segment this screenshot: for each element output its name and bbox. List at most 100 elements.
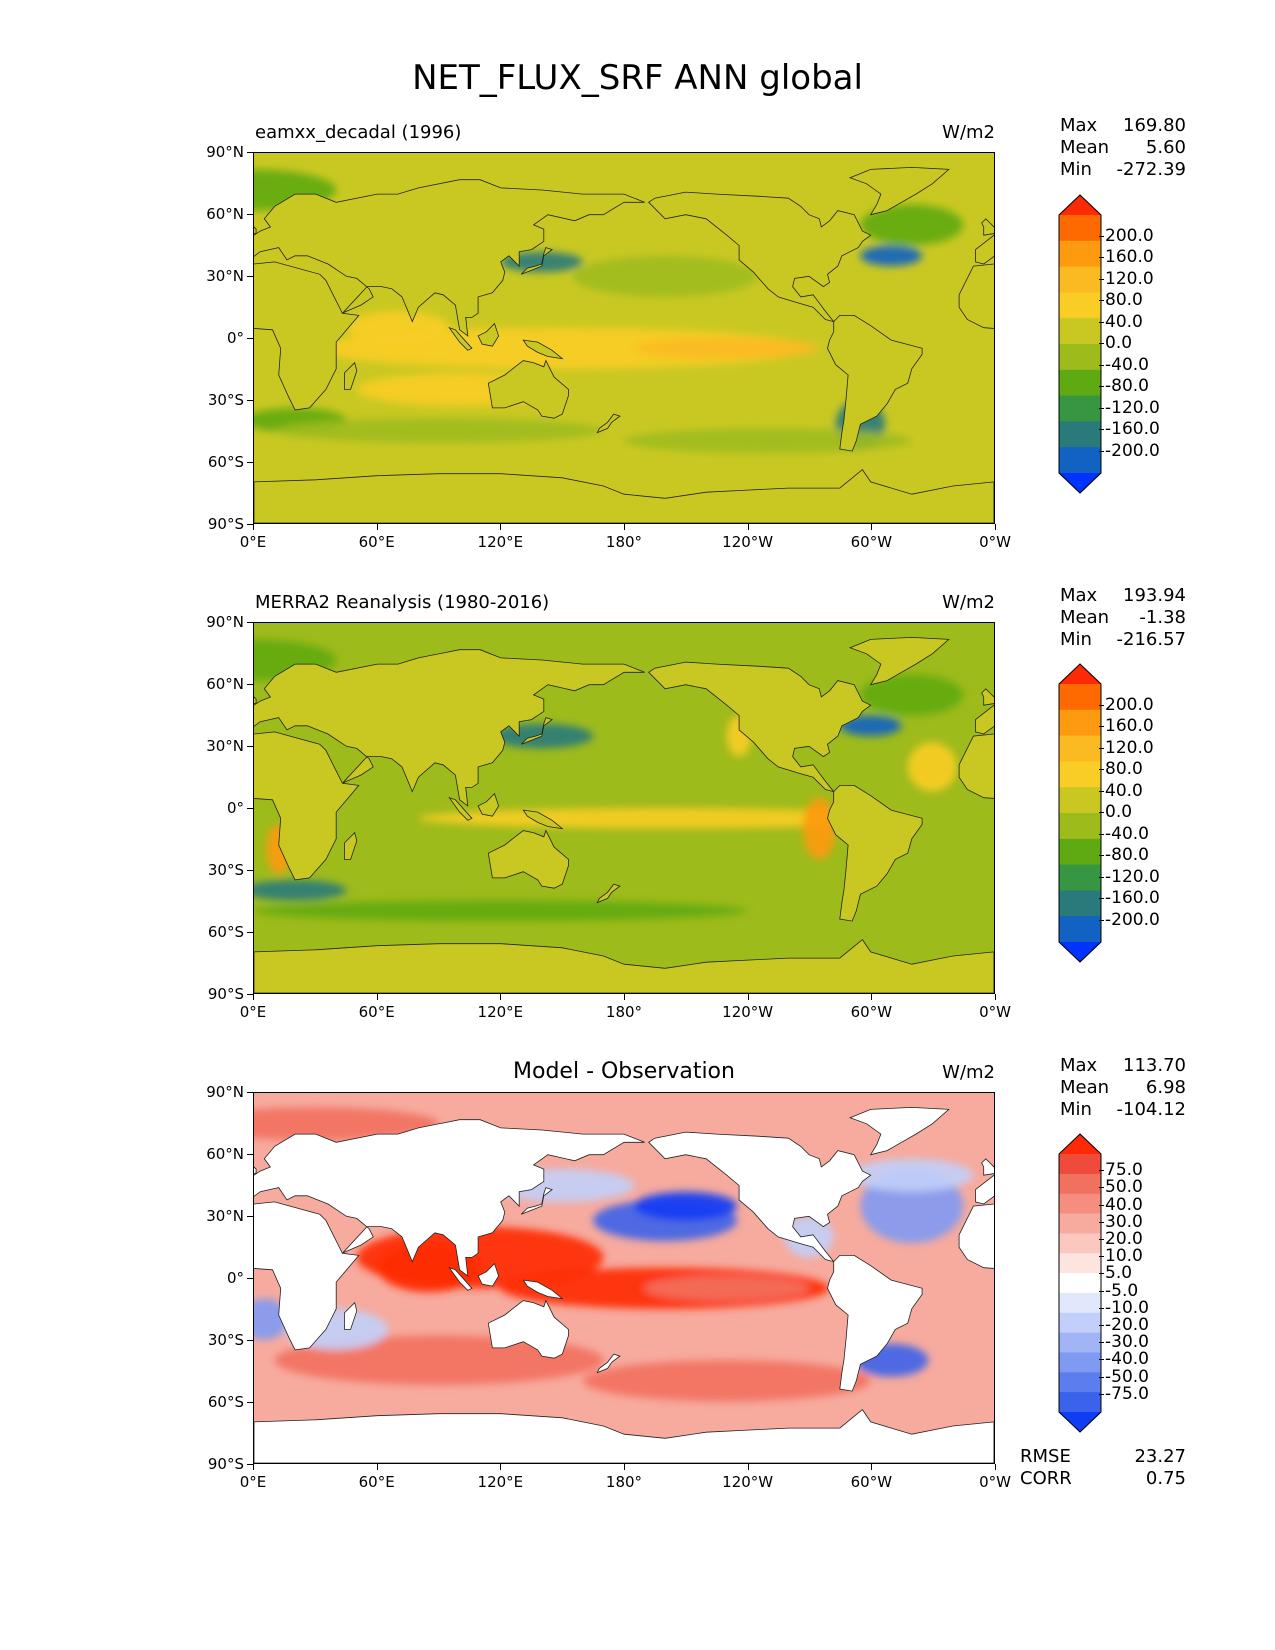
field-anomaly	[254, 879, 347, 901]
lat-tick	[247, 400, 253, 401]
colorbar-label: -5.0	[1105, 1280, 1139, 1301]
field-anomaly	[377, 1243, 481, 1293]
colorbar-label: -80.0	[1105, 845, 1149, 865]
stat-value: 5.60	[1145, 137, 1186, 158]
landmass-greenland	[848, 166, 950, 216]
colorbar-segment	[1059, 1332, 1101, 1353]
colorbar-tick	[1099, 1187, 1104, 1189]
colorbar-segment	[1059, 1173, 1101, 1195]
lat-label: 0°	[226, 1269, 244, 1287]
colorbar-segment	[1059, 1292, 1101, 1314]
colorbar-tick	[1099, 364, 1104, 366]
colorbar-segment	[1059, 684, 1101, 711]
panel-title: Model - Observation	[513, 1059, 735, 1084]
landmass-borneo	[477, 1262, 500, 1287]
field-anomaly	[860, 204, 964, 246]
colorbar-tick	[1099, 1325, 1104, 1326]
field-anomaly	[802, 797, 836, 860]
landmass-namerica	[648, 661, 872, 793]
stat-label: Mean	[1060, 1077, 1110, 1098]
stat-row: Min -216.57	[1060, 629, 1186, 651]
lat-tick	[247, 1092, 253, 1093]
lon-tick	[871, 994, 873, 1000]
field-anomaly	[850, 1158, 974, 1192]
colorbar-tick	[1099, 1307, 1104, 1309]
error-stat-label: CORR	[1020, 1468, 1072, 1489]
field-anomaly	[634, 338, 820, 359]
lon-tick	[376, 994, 378, 1000]
colorbar-label: 5.0	[1105, 1263, 1133, 1284]
lat-label: 30°S	[207, 861, 244, 879]
lat-tick	[247, 214, 253, 215]
lon-label: 60°W	[850, 533, 893, 551]
lat-tick	[247, 524, 253, 525]
colorbar-label: -40.0	[1105, 823, 1149, 844]
stat-label: Max	[1060, 1055, 1098, 1076]
landmass-uk	[254, 1166, 257, 1174]
colorbar-tick	[1099, 235, 1104, 237]
field-anomaly	[582, 1360, 871, 1402]
lon-tick	[253, 994, 254, 1000]
colorbar-tick	[1099, 386, 1104, 387]
colorbar-label: 0.0	[1105, 333, 1133, 353]
colorbar-segment	[1059, 1352, 1101, 1373]
lat-label: 60°N	[206, 675, 244, 693]
lon-tick	[500, 524, 502, 530]
field-anomaly	[500, 251, 583, 273]
lon-tick	[500, 1464, 502, 1470]
colorbar-extend-max	[1059, 195, 1101, 215]
stat-row: Min -272.39	[1060, 159, 1186, 181]
colorbar-tick	[1099, 1239, 1104, 1240]
colorbar-label: 200.0	[1105, 225, 1154, 246]
field-anomaly	[860, 245, 923, 267]
landmass-sumatra	[448, 1266, 473, 1291]
field-anomaly	[254, 1107, 439, 1141]
lat-label: 0°	[226, 329, 244, 347]
colorbar-tick	[1099, 769, 1104, 770]
landmass-antarctica	[254, 939, 994, 993]
units-label: W/m2	[942, 122, 995, 143]
colorbar-segment	[1059, 1213, 1101, 1234]
colorbar-label: 50.0	[1105, 1177, 1143, 1198]
map-field	[254, 153, 994, 523]
colorbar-segment	[1059, 395, 1101, 422]
colorbar-tick	[1099, 855, 1104, 856]
colorbar-segment	[1059, 838, 1101, 866]
landmass-eurasia	[975, 704, 994, 735]
stat-value: 193.94	[1123, 585, 1186, 606]
landmass-newguinea	[522, 1279, 564, 1300]
landmass-uk	[254, 226, 257, 234]
colorbar-label: 20.0	[1105, 1229, 1143, 1249]
colorbar-label: -30.0	[1105, 1332, 1149, 1353]
stat-row: Max 113.70	[1060, 1055, 1186, 1077]
stat-row: Mean -1.38	[1060, 607, 1186, 629]
lat-tick	[247, 808, 253, 809]
landmass-africa	[254, 261, 360, 411]
colorbar-segment	[1059, 1193, 1101, 1215]
landmass-samerica	[827, 1254, 923, 1392]
colorbar-tick	[1099, 257, 1104, 258]
colorbar-tick	[1099, 876, 1104, 878]
colorbar-tick	[1099, 1342, 1104, 1344]
lat-tick	[247, 932, 253, 933]
map-plot	[253, 622, 995, 994]
lat-label: 90°N	[206, 143, 244, 161]
lon-label: 0°E	[239, 533, 267, 551]
lat-tick	[247, 1278, 253, 1279]
colorbar-segment	[1059, 318, 1101, 345]
map-field	[254, 1093, 994, 1463]
lon-label: 60°E	[358, 533, 395, 551]
lon-label: 0°E	[239, 1473, 267, 1491]
colorbar-segment	[1059, 761, 1101, 788]
field-anomaly	[346, 311, 450, 345]
units-label: W/m2	[942, 592, 995, 613]
colorbar-label: 160.0	[1105, 716, 1154, 736]
lon-label: 0°W	[979, 1473, 1011, 1491]
lon-label: 120°W	[722, 1003, 774, 1021]
lat-tick	[247, 1464, 253, 1465]
stat-row: Max 169.80	[1060, 115, 1186, 137]
colorbar-label: 10.0	[1105, 1246, 1143, 1267]
colorbar-segment	[1059, 215, 1101, 242]
colorbar-extend-min	[1059, 942, 1101, 962]
stat-value: -216.57	[1116, 629, 1186, 650]
